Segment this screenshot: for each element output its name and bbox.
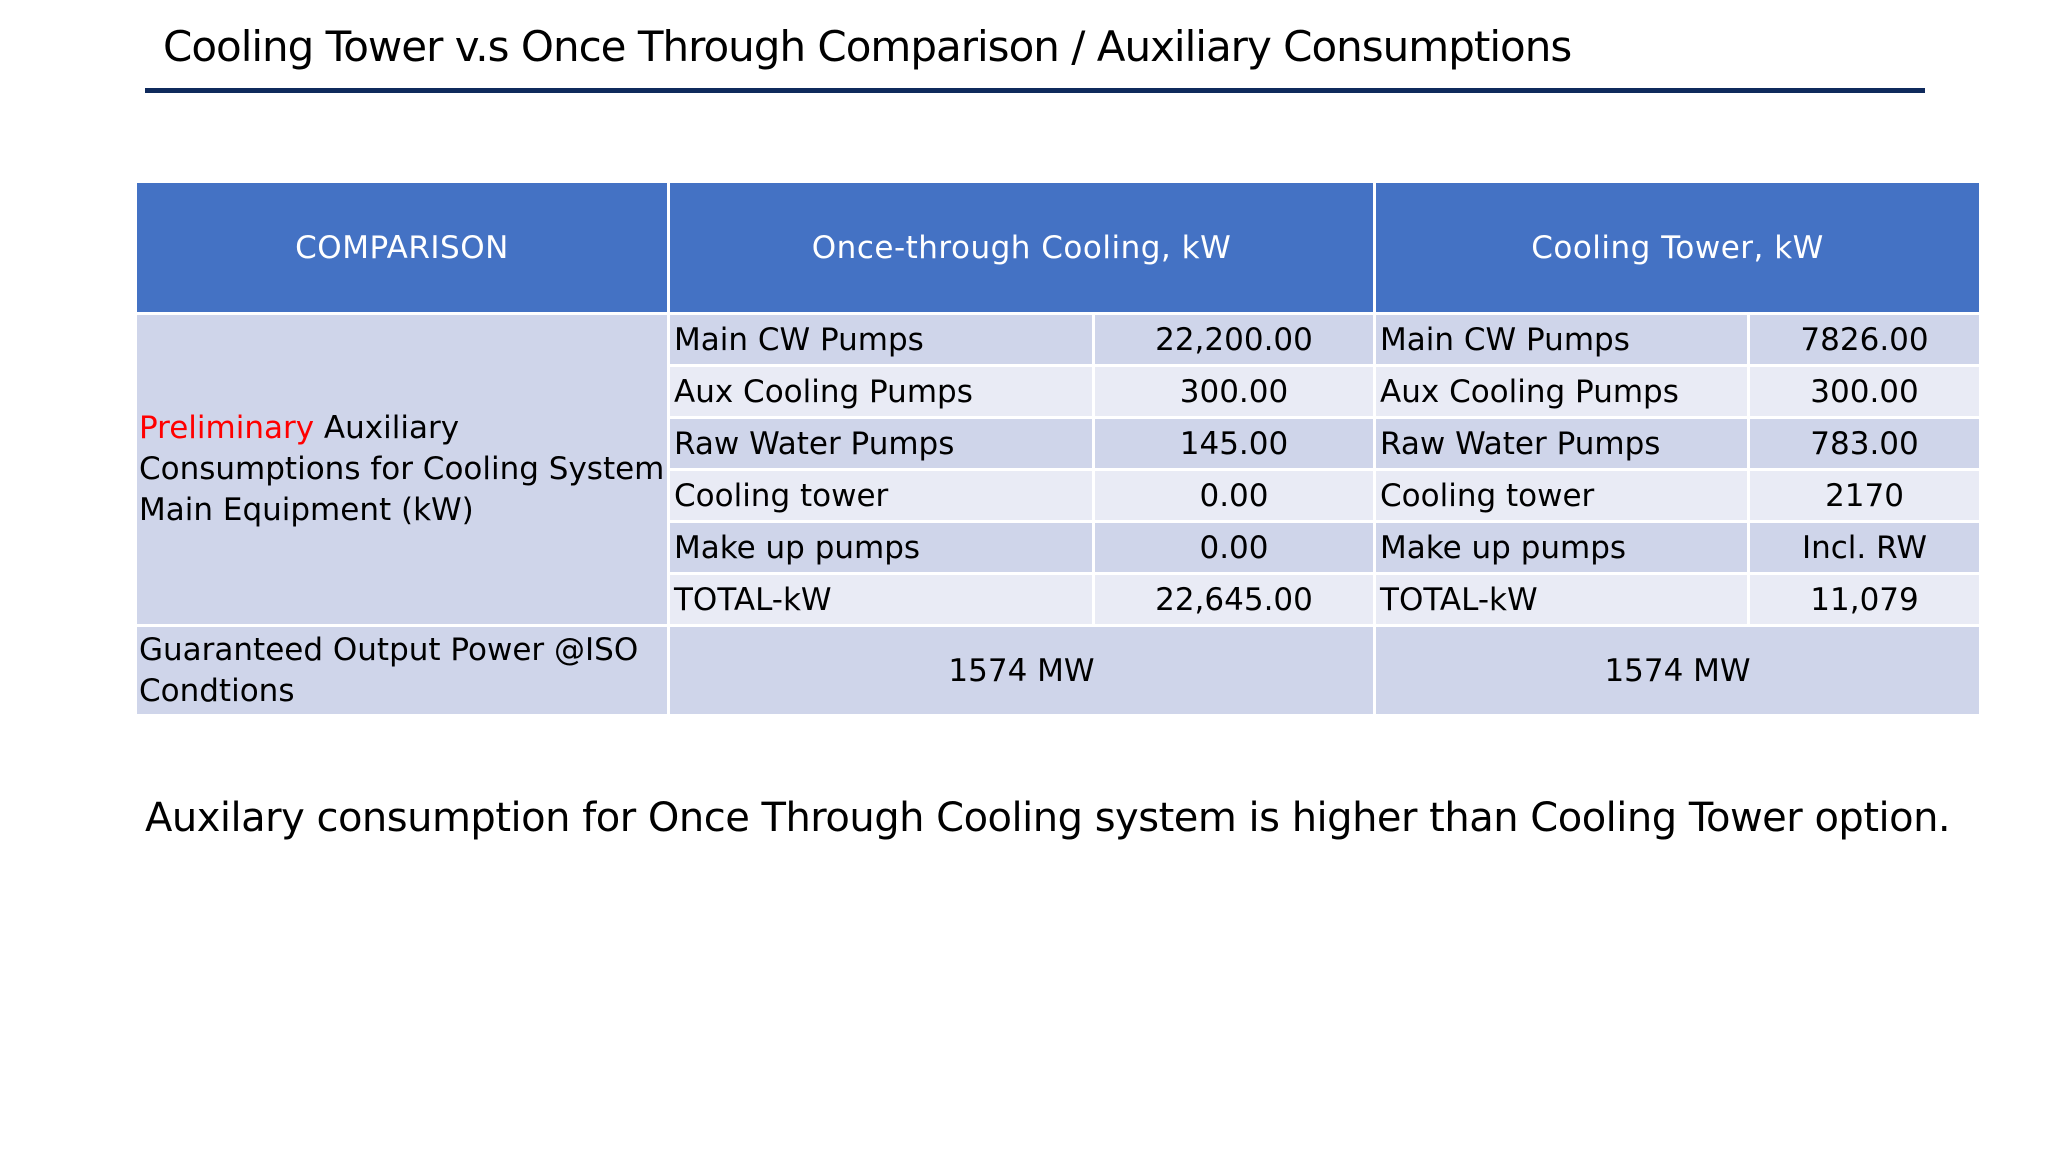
ct-item-value: 300.00 xyxy=(1747,364,1983,419)
ct-item-label: Aux Cooling Pumps xyxy=(1373,364,1751,419)
ct-item-label: Raw Water Pumps xyxy=(1373,416,1751,471)
preliminary-label: Preliminary xyxy=(139,410,315,446)
ct-item-label: Main CW Pumps xyxy=(1373,312,1751,367)
ct-item-label: Make up pumps xyxy=(1373,520,1751,575)
header-comparison: COMPARISON xyxy=(134,180,670,315)
ct-item-value: 7826.00 xyxy=(1747,312,1983,367)
guaranteed-output-label: Guaranteed Output Power @ISO Condtions xyxy=(134,624,670,717)
ot-total-value: 22,645.00 xyxy=(1091,572,1377,627)
ot-item-label: Raw Water Pumps xyxy=(667,416,1095,471)
comparison-table: COMPARISON Once-through Cooling, kW Cool… xyxy=(134,180,1983,717)
ot-item-label: Aux Cooling Pumps xyxy=(667,364,1095,419)
ct-guaranteed-output: 1574 MW xyxy=(1373,624,1983,717)
table-row: Preliminary Auxiliary Consumptions for C… xyxy=(134,312,1983,627)
conclusion-text: Auxilary consumption for Once Through Co… xyxy=(145,795,1951,841)
ct-total-label: TOTAL-kW xyxy=(1373,572,1751,627)
table-header-row: COMPARISON Once-through Cooling, kW Cool… xyxy=(134,180,1983,315)
ot-item-value: 300.00 xyxy=(1091,364,1377,419)
ot-item-value: 145.00 xyxy=(1091,416,1377,471)
table-row-guaranteed: Guaranteed Output Power @ISO Condtions 1… xyxy=(134,624,1983,717)
ot-guaranteed-output: 1574 MW xyxy=(666,624,1377,717)
header-cooling-tower: Cooling Tower, kW xyxy=(1373,180,1983,315)
ct-total-value: 11,079 xyxy=(1747,572,1983,627)
ot-total-label: TOTAL-kW xyxy=(667,572,1095,627)
ct-item-label: Cooling tower xyxy=(1373,468,1751,523)
ct-item-value: 2170 xyxy=(1747,468,1983,523)
side-label-cell: Preliminary Auxiliary Consumptions for C… xyxy=(134,312,670,627)
ot-item-value: 0.00 xyxy=(1091,468,1377,523)
ot-item-value: 0.00 xyxy=(1091,520,1377,575)
ot-item-label: Cooling tower xyxy=(667,468,1095,523)
ot-item-value: 22,200.00 xyxy=(1091,312,1377,367)
title-underline xyxy=(145,88,1925,93)
side-label-text: Auxiliary Consumptions for Cooling Syste… xyxy=(139,410,665,528)
ot-item-label: Main CW Pumps xyxy=(667,312,1095,367)
ct-item-value: 783.00 xyxy=(1747,416,1983,471)
header-once-through: Once-through Cooling, kW xyxy=(666,180,1377,315)
page-title: Cooling Tower v.s Once Through Compariso… xyxy=(163,22,1572,71)
ot-item-label: Make up pumps xyxy=(667,520,1095,575)
ct-item-value: Incl. RW xyxy=(1747,520,1983,575)
